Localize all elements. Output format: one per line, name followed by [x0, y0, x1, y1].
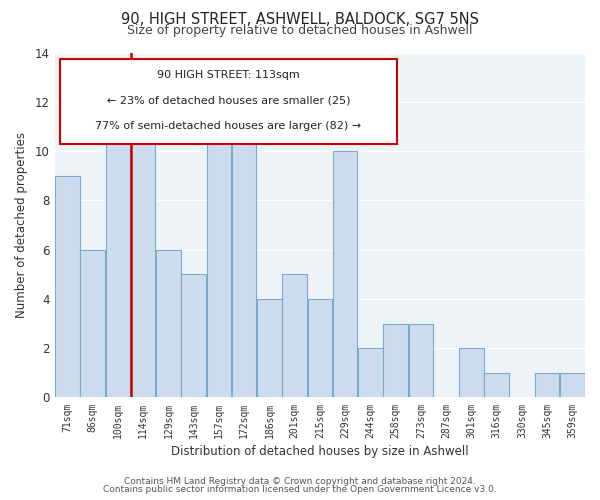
Bar: [131, 126, 155, 398]
Bar: [206, 126, 231, 398]
Bar: [409, 324, 433, 398]
Bar: [358, 348, 383, 398]
Bar: [257, 299, 281, 398]
Text: 90 HIGH STREET: 113sqm: 90 HIGH STREET: 113sqm: [157, 70, 300, 80]
Bar: [333, 151, 358, 398]
Bar: [383, 324, 408, 398]
Text: Contains HM Land Registry data © Crown copyright and database right 2024.: Contains HM Land Registry data © Crown c…: [124, 477, 476, 486]
Bar: [308, 299, 332, 398]
Text: 77% of semi-detached houses are larger (82) →: 77% of semi-detached houses are larger (…: [95, 122, 362, 132]
Bar: [106, 102, 130, 398]
Bar: [484, 373, 509, 398]
Bar: [232, 126, 256, 398]
Bar: [181, 274, 206, 398]
Y-axis label: Number of detached properties: Number of detached properties: [15, 132, 28, 318]
Bar: [560, 373, 584, 398]
Text: Size of property relative to detached houses in Ashwell: Size of property relative to detached ho…: [127, 24, 473, 37]
Bar: [535, 373, 559, 398]
Text: 90, HIGH STREET, ASHWELL, BALDOCK, SG7 5NS: 90, HIGH STREET, ASHWELL, BALDOCK, SG7 5…: [121, 12, 479, 28]
Bar: [55, 176, 80, 398]
Bar: [156, 250, 181, 398]
X-axis label: Distribution of detached houses by size in Ashwell: Distribution of detached houses by size …: [171, 444, 469, 458]
Bar: [283, 274, 307, 398]
Text: ← 23% of detached houses are smaller (25): ← 23% of detached houses are smaller (25…: [107, 96, 350, 106]
Bar: [80, 250, 105, 398]
Bar: [459, 348, 484, 398]
FancyBboxPatch shape: [60, 60, 397, 144]
Text: Contains public sector information licensed under the Open Government Licence v3: Contains public sector information licen…: [103, 485, 497, 494]
